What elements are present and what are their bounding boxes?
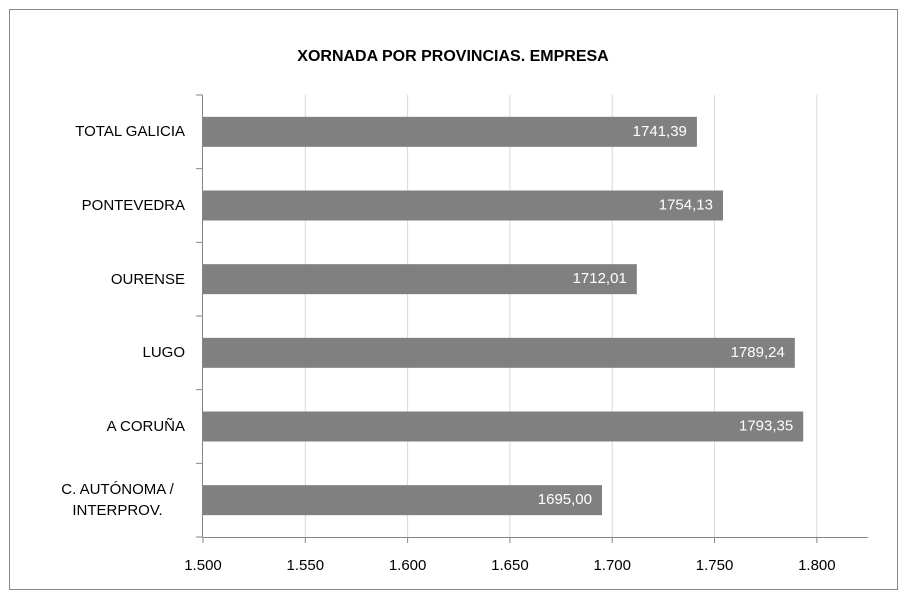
y-tick-label: PONTEVEDRA — [50, 195, 185, 216]
bar — [203, 485, 602, 516]
bar — [203, 116, 697, 147]
value-label: 1793,35 — [739, 417, 793, 434]
value-label: 1754,13 — [659, 196, 713, 213]
x-tick-label: 1.550 — [287, 557, 325, 574]
y-tick-label: LUGO — [50, 342, 185, 363]
category-text: A CORUÑA — [106, 418, 185, 435]
x-tick-label: 1.650 — [491, 557, 529, 574]
y-tick-label: TOTAL GALICIA — [50, 121, 185, 142]
category-text: TOTAL GALICIA — [75, 123, 185, 141]
bar — [203, 190, 723, 221]
value-label: 1789,24 — [731, 344, 785, 361]
value-label: 1741,39 — [633, 123, 687, 140]
x-tick-label: 1.750 — [696, 557, 734, 574]
category-text: OURENSE — [110, 270, 185, 288]
category-text: C. AUTÓNOMA / INTERPROV. — [61, 481, 174, 520]
category-text: LUGO — [142, 344, 185, 362]
x-tick-label: 1.500 — [184, 557, 222, 574]
category-text: PONTEVEDRA — [81, 197, 185, 214]
bar — [203, 264, 637, 295]
y-tick-label: C. AUTÓNOMA / INTERPROV. — [50, 479, 185, 521]
x-tick-label: 1.700 — [593, 557, 631, 574]
bar — [203, 337, 795, 368]
x-tick-label: 1.800 — [798, 557, 836, 574]
bar — [203, 411, 804, 442]
chart-title: XORNADA POR PROVINCIAS. EMPRESA — [297, 48, 609, 65]
y-tick-label: OURENSE — [50, 269, 185, 290]
x-tick-label: 1.600 — [389, 557, 427, 574]
value-label: 1695,00 — [538, 491, 592, 508]
value-label: 1712,01 — [573, 270, 627, 287]
y-tick-label: A CORUÑA — [50, 416, 185, 437]
